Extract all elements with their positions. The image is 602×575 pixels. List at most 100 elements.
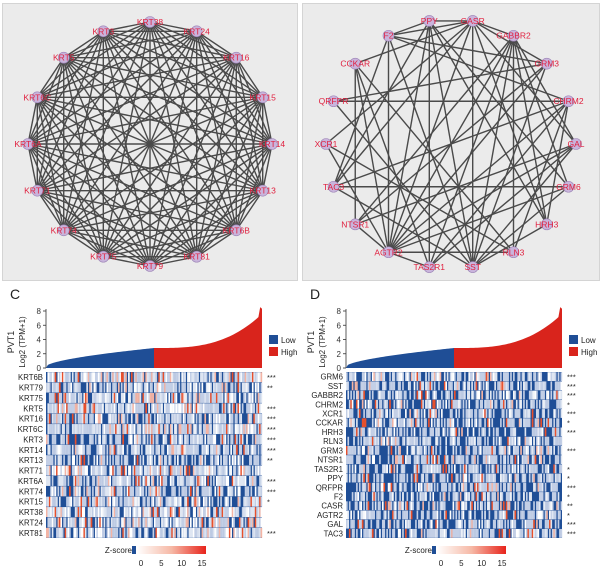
edge-KRT24-KRT5 bbox=[63, 30, 197, 59]
node-QRFPR bbox=[327, 95, 340, 108]
row-label: GRM6 bbox=[320, 373, 343, 382]
edge-PPY-F2 bbox=[388, 20, 430, 37]
edge-KRT5-KRT3 bbox=[63, 30, 104, 59]
significance-stars: ** bbox=[267, 384, 273, 393]
row-label: KRT14 bbox=[19, 446, 44, 455]
edge-AGTR2-CHRM2 bbox=[388, 100, 569, 253]
edge-KRT14-KRT71 bbox=[37, 143, 273, 192]
node-GRM6 bbox=[562, 180, 575, 193]
edge-RLN3-CCKAR bbox=[354, 63, 515, 253]
nodes: GASR GABBR2 GRM3 CHRM2 GAL GRM6 HRH3 RLN3 SST TAS… bbox=[315, 15, 585, 273]
node-label-XCR1: XCR1 bbox=[315, 139, 338, 149]
node-KRT15 bbox=[256, 91, 269, 104]
edge-KRT13-KRT6B bbox=[235, 190, 264, 231]
row-label: KRT74 bbox=[19, 487, 44, 496]
node-CHRM2 bbox=[562, 95, 575, 108]
node-label-KRT14: KRT14 bbox=[259, 139, 286, 149]
node-KRT5 bbox=[57, 51, 70, 64]
zscore-tick-label: 15 bbox=[498, 559, 507, 568]
node-KRT6A bbox=[22, 138, 34, 150]
network-b-svg: GASR GABBR2 GRM3 CHRM2 GAL GRM6 HRH3 RLN3 SST TAS… bbox=[315, 15, 585, 273]
significance-stars: * bbox=[567, 400, 570, 409]
pvt1-axis: 0 2 4 6 8 PVT1 Log2 (TPM+1) bbox=[306, 307, 347, 373]
edge-KRT79-KRT71 bbox=[36, 190, 151, 267]
legend-label-low: Low bbox=[281, 336, 296, 345]
row-label: KRT75 bbox=[19, 394, 44, 403]
row-label: KRT6A bbox=[18, 477, 44, 486]
edge-RLN3-CHRM2 bbox=[512, 101, 570, 253]
node-label-KRT74: KRT74 bbox=[51, 225, 78, 235]
node-KRT74 bbox=[57, 224, 70, 237]
significance-stars: *** bbox=[567, 446, 576, 455]
node-label-CCKAR: CCKAR bbox=[340, 59, 370, 69]
y-tick-label: 6 bbox=[337, 321, 342, 330]
edge-XCR1-AGTR2 bbox=[325, 143, 390, 253]
edge-KRT6B-KRT75 bbox=[103, 229, 237, 258]
zscore-tick-label: 5 bbox=[159, 559, 164, 568]
row-label: XCR1 bbox=[322, 410, 343, 419]
edge-KRT24-KRT38 bbox=[149, 21, 197, 32]
legend-label-high: High bbox=[581, 348, 597, 357]
area-low bbox=[346, 348, 454, 368]
node-label-F2: F2 bbox=[384, 31, 394, 41]
heatmap-cells bbox=[346, 372, 563, 538]
edges bbox=[325, 20, 577, 268]
edge-KRT13-KRT79 bbox=[149, 190, 264, 267]
edge-GASR-XCR1 bbox=[325, 20, 474, 145]
edge-KRT24-KRT79 bbox=[149, 31, 198, 267]
node-label-GRM6: GRM6 bbox=[556, 182, 581, 192]
node-label-QRFPR: QRFPR bbox=[319, 96, 349, 106]
edge-KRT81-KRT38 bbox=[149, 21, 198, 257]
edge-KRT13-KRT6A bbox=[27, 143, 263, 192]
node-KRT6B bbox=[230, 224, 243, 237]
edge-AGTR2-GRM6 bbox=[388, 186, 569, 253]
row-label: KRT38 bbox=[19, 508, 43, 517]
edge-KRT74-KRT6C bbox=[36, 97, 65, 231]
edge-KRT75-KRT71 bbox=[36, 190, 104, 258]
edge-KRT71-KRT3 bbox=[36, 31, 104, 191]
edge-KRT71-KRT6A bbox=[27, 143, 38, 191]
node-KRT6C bbox=[31, 91, 44, 104]
zscore-tick-label: 0 bbox=[439, 559, 444, 568]
node-AGTR2 bbox=[382, 246, 395, 259]
node-label-GRM3: GRM3 bbox=[534, 59, 559, 69]
edge-PPY-TAC3 bbox=[332, 20, 430, 188]
edge-CHRM2-F2 bbox=[388, 35, 569, 102]
edge-KRT15-KRT6A bbox=[27, 96, 263, 145]
edge-GRM3-QRFPR bbox=[333, 62, 547, 102]
significance-stars: *** bbox=[567, 520, 576, 529]
zscore-colorbar bbox=[437, 546, 506, 554]
edge-KRT15-KRT6B bbox=[235, 97, 264, 231]
node-KRT16 bbox=[230, 51, 243, 64]
node-label-KRT71: KRT71 bbox=[24, 186, 51, 196]
zscore-label: Z-score bbox=[105, 546, 133, 555]
edge-HRH3-PPY bbox=[428, 20, 548, 225]
node-label-KRT6C: KRT6C bbox=[23, 92, 51, 102]
edge-KRT16-KRT38 bbox=[149, 21, 237, 59]
edge-KRT6B-KRT3 bbox=[102, 30, 237, 231]
area-high bbox=[454, 307, 562, 368]
row-label: KRT13 bbox=[19, 456, 43, 465]
y-tick-label: 2 bbox=[337, 350, 342, 359]
y-tick-label: 4 bbox=[337, 336, 342, 345]
edge-KRT16-KRT3 bbox=[103, 30, 237, 59]
row-label: KRT71 bbox=[19, 467, 43, 476]
node-label-KRT13: KRT13 bbox=[250, 186, 277, 196]
edge-GASR-GABBR2 bbox=[472, 20, 514, 37]
node-F2 bbox=[382, 29, 395, 42]
node-KRT81 bbox=[190, 250, 203, 263]
area-high bbox=[154, 307, 262, 368]
edge-KRT13-KRT38 bbox=[149, 21, 264, 192]
node-label-KRT15: KRT15 bbox=[250, 92, 277, 102]
significance-stars: *** bbox=[567, 529, 576, 538]
node-GABBR2 bbox=[507, 29, 520, 42]
node-label-KRT6B: KRT6B bbox=[223, 225, 251, 235]
edge-KRT75-KRT5 bbox=[63, 57, 104, 257]
legend-label-high: High bbox=[281, 348, 297, 357]
row-label: NTSR1 bbox=[317, 456, 343, 465]
y-tick-label: 8 bbox=[37, 307, 42, 316]
node-label-GABBR2: GABBR2 bbox=[496, 31, 531, 41]
edge-KRT6B-KRT81 bbox=[196, 229, 237, 258]
